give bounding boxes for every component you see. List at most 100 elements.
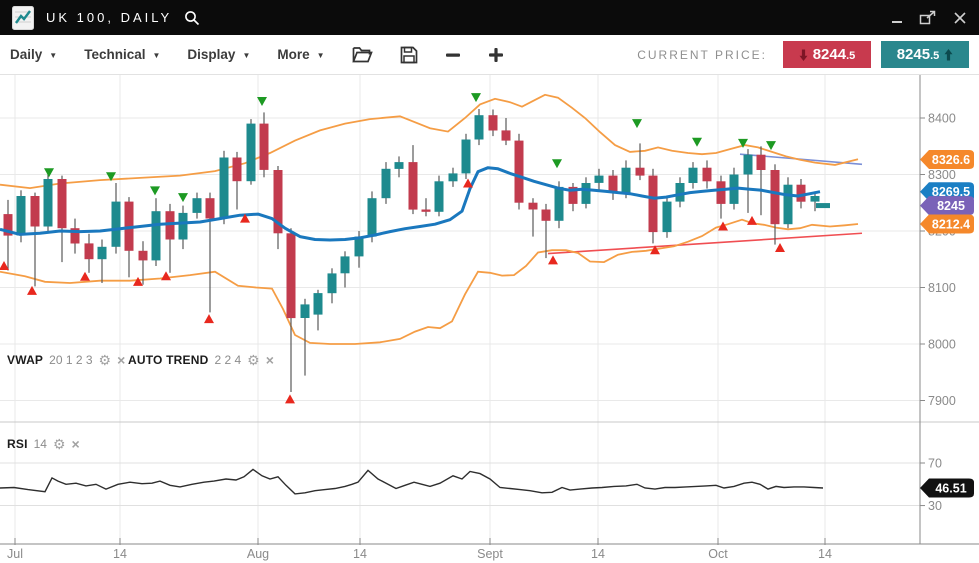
sell-arrow-icon — [471, 93, 481, 103]
price-down-arrow-icon — [799, 49, 808, 61]
last-price-dash — [816, 203, 830, 209]
display-dropdown-label: Display — [187, 47, 236, 62]
chart-region: 8400830082008100800079007030Jul14Aug14Se… — [0, 75, 979, 563]
axis-labels: 8400830082008100800079007030Jul14Aug14Se… — [7, 112, 956, 562]
minimize-button[interactable] — [891, 9, 903, 27]
svg-text:8100: 8100 — [928, 281, 956, 295]
buy-arrow-icon — [747, 215, 757, 225]
current-price-label: CURRENT PRICE: — [637, 47, 767, 62]
vwap-remove-icon[interactable]: × — [117, 352, 126, 368]
vwap-legend-name: VWAP — [7, 353, 44, 367]
gridlines — [0, 75, 920, 544]
display-dropdown[interactable]: Display ▼ — [187, 47, 250, 62]
buy-arrow-icon — [240, 213, 250, 223]
buy-price-value: 8245.5 — [896, 46, 940, 63]
buy-arrow-icon — [548, 255, 558, 265]
svg-text:Oct: Oct — [708, 547, 728, 561]
svg-text:70: 70 — [928, 457, 942, 471]
toolbar-left-group: Daily ▼ Technical ▼ Display ▼ More ▼ — [10, 46, 504, 64]
open-folder-icon[interactable] — [351, 46, 373, 63]
buy-arrow-icon — [775, 242, 785, 252]
sell-price-value: 8244.5 — [812, 46, 856, 63]
rsi-remove-icon[interactable]: × — [71, 436, 80, 452]
autotrend-settings-gear-icon[interactable]: ⚙ — [247, 352, 260, 368]
buy-arrow-icon — [285, 394, 295, 404]
price-tag: 8212.4 — [920, 214, 974, 234]
price-tag: 8245 — [920, 196, 974, 216]
chart-toolbar: Daily ▼ Technical ▼ Display ▼ More ▼ — [0, 35, 979, 75]
sell-arrow-icon — [692, 137, 702, 147]
sell-arrow-icon — [257, 97, 267, 107]
chart-plot-area[interactable]: 8400830082008100800079007030Jul14Aug14Se… — [0, 75, 979, 563]
buy-arrow-icon — [718, 221, 728, 231]
svg-text:Jul: Jul — [7, 547, 23, 561]
chevron-down-icon: ▼ — [242, 51, 251, 60]
vwap-legend: VWAP 20 1 2 3 ⚙ × — [7, 353, 125, 367]
rsi-line — [0, 468, 824, 495]
svg-text:14: 14 — [818, 547, 832, 561]
svg-text:8212.4: 8212.4 — [932, 217, 970, 231]
search-icon[interactable] — [184, 10, 200, 26]
sell-price-button[interactable]: 8244.5 — [783, 41, 871, 68]
rsi-settings-gear-icon[interactable]: ⚙ — [52, 436, 66, 452]
buy-arrow-icon — [650, 245, 660, 255]
autotrend-legend: AUTO TREND 2 2 4 ⚙ × — [128, 353, 274, 367]
rsi-legend-name: RSI — [7, 437, 28, 451]
sell-arrow-icon — [106, 172, 116, 182]
buy-arrow-icon — [0, 261, 9, 271]
current-price-group: CURRENT PRICE: 8244.5 8245.5 — [637, 41, 969, 68]
svg-text:30: 30 — [928, 499, 942, 513]
svg-text:8000: 8000 — [928, 338, 956, 352]
svg-text:8400: 8400 — [928, 112, 956, 126]
buy-arrow-icon — [27, 285, 37, 295]
rsi-legend-params: 14 — [33, 437, 47, 451]
svg-text:8326.6: 8326.6 — [932, 153, 970, 167]
buy-price-button[interactable]: 8245.5 — [881, 41, 969, 68]
zoom-in-icon[interactable] — [488, 47, 504, 63]
svg-text:8300: 8300 — [928, 168, 956, 182]
sell-arrow-icon — [766, 141, 776, 151]
svg-text:8269.5: 8269.5 — [932, 185, 970, 199]
autotrend-remove-icon[interactable]: × — [265, 352, 274, 368]
svg-text:Sept: Sept — [477, 547, 503, 561]
timeframe-dropdown-label: Daily — [10, 47, 43, 62]
more-dropdown[interactable]: More ▼ — [277, 47, 324, 62]
close-icon[interactable] — [953, 9, 967, 27]
price-tag: 8326.6 — [920, 149, 974, 169]
buy-arrow-icon — [204, 314, 214, 324]
instrument-title: UK 100, DAILY — [46, 10, 173, 25]
popout-window-button[interactable] — [919, 9, 937, 27]
autotrend-legend-name: AUTO TREND — [128, 353, 209, 367]
buy-arrow-icon — [133, 276, 143, 286]
window-controls — [891, 9, 967, 27]
buy-arrow-icon — [80, 271, 90, 281]
zoom-out-icon[interactable] — [445, 47, 461, 63]
save-icon[interactable] — [400, 46, 418, 64]
candles — [3, 109, 820, 392]
chevron-down-icon: ▼ — [316, 51, 325, 60]
sell-arrow-icon — [178, 193, 188, 203]
sell-arrow-icon — [552, 159, 562, 169]
svg-text:8245: 8245 — [937, 199, 965, 213]
buy-arrow-icon — [161, 271, 171, 281]
more-dropdown-label: More — [277, 47, 310, 62]
sell-arrow-icon — [632, 119, 642, 129]
technical-dropdown-label: Technical — [84, 47, 146, 62]
chart-svg[interactable]: 8400830082008100800079007030Jul14Aug14Se… — [0, 75, 979, 563]
svg-text:14: 14 — [113, 547, 127, 561]
technical-dropdown[interactable]: Technical ▼ — [84, 47, 160, 62]
autotrend-legend-params: 2 2 4 — [214, 353, 242, 367]
svg-text:Aug: Aug — [247, 547, 269, 561]
chevron-down-icon: ▼ — [49, 51, 58, 60]
window-titlebar: UK 100, DAILY — [0, 0, 979, 35]
sell-arrow-icon — [738, 138, 748, 148]
chart-document-icon — [12, 5, 34, 30]
vwap-settings-gear-icon[interactable]: ⚙ — [98, 352, 112, 368]
sell-arrow-icon — [44, 168, 54, 178]
timeframe-dropdown[interactable]: Daily ▼ — [10, 47, 57, 62]
svg-text:14: 14 — [591, 547, 605, 561]
sell-arrow-icon — [150, 186, 160, 196]
axes — [0, 75, 979, 545]
chevron-down-icon: ▼ — [152, 51, 161, 60]
svg-text:46.51: 46.51 — [935, 481, 966, 495]
